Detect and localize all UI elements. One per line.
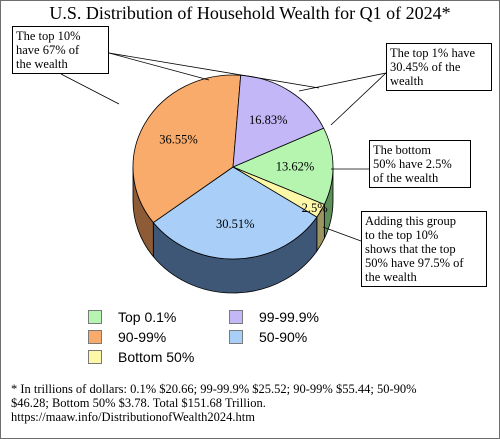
value-label-p50_90: 30.51% [216,217,255,231]
legend-label-bottom50: Bottom 50% [118,349,195,365]
legend-swatch-p99_999 [229,310,243,324]
footnote-line-2: $46.28; Bottom 50% $3.78. Total $151.68 … [11,396,266,410]
leader-top10-a [108,52,210,81]
legend-swatch-top01 [88,310,102,324]
callout-top-10-percent: The top 10% have 67% of the wealth [12,26,109,74]
callout-adding-this-group: Adding this group to the top 10% shows t… [361,211,487,287]
chart-title: U.S. Distribution of Household Wealth fo… [49,3,451,23]
leader-top10-b [108,52,320,89]
callout-bottom-50-percent: The bottom 50% have 2.5% of the wealth [369,140,471,188]
footnote-line-3: https://maaw.info/DistributionofWealth20… [11,410,255,424]
leader-top1-a [298,72,387,92]
legend-label-p99_999: 99-99.9% [259,309,319,325]
callout-top-1-percent: The top 1% have 30.45% of the wealth [386,43,492,91]
legend-swatch-p50_90 [229,330,243,344]
pie-value-labels: 13.62% 2.5% 30.51% 36.55% 16.83% [159,113,327,231]
legend-swatch-p90_99 [88,330,102,344]
pie-slice-p50_90 [152,166,318,260]
pie-tops [132,74,334,260]
value-label-p90_99: 36.55% [159,133,198,147]
legend-label-p50_90: 50-90% [259,329,308,345]
legend-label-p90_99: 90-99% [118,329,167,345]
value-label-bottom50: 2.5% [302,201,328,215]
pie-slice-top01 [231,127,334,205]
value-label-p99_999: 16.83% [249,113,288,127]
legend-swatch-bottom50 [88,350,102,364]
footnote: * In trillions of dollars: 0.1% $20.66; … [11,382,491,424]
leader-adding [322,226,362,242]
callout-leaders [60,52,387,242]
footnote-line-1: * In trillions of dollars: 0.1% $20.66; … [11,382,417,396]
pie-slice-p90_99 [132,74,242,224]
leader-top1-b [330,72,387,126]
leader-top10-c [60,73,120,105]
value-label-top01: 13.62% [276,160,315,174]
legend-label-top01: Top 0.1% [118,309,177,325]
